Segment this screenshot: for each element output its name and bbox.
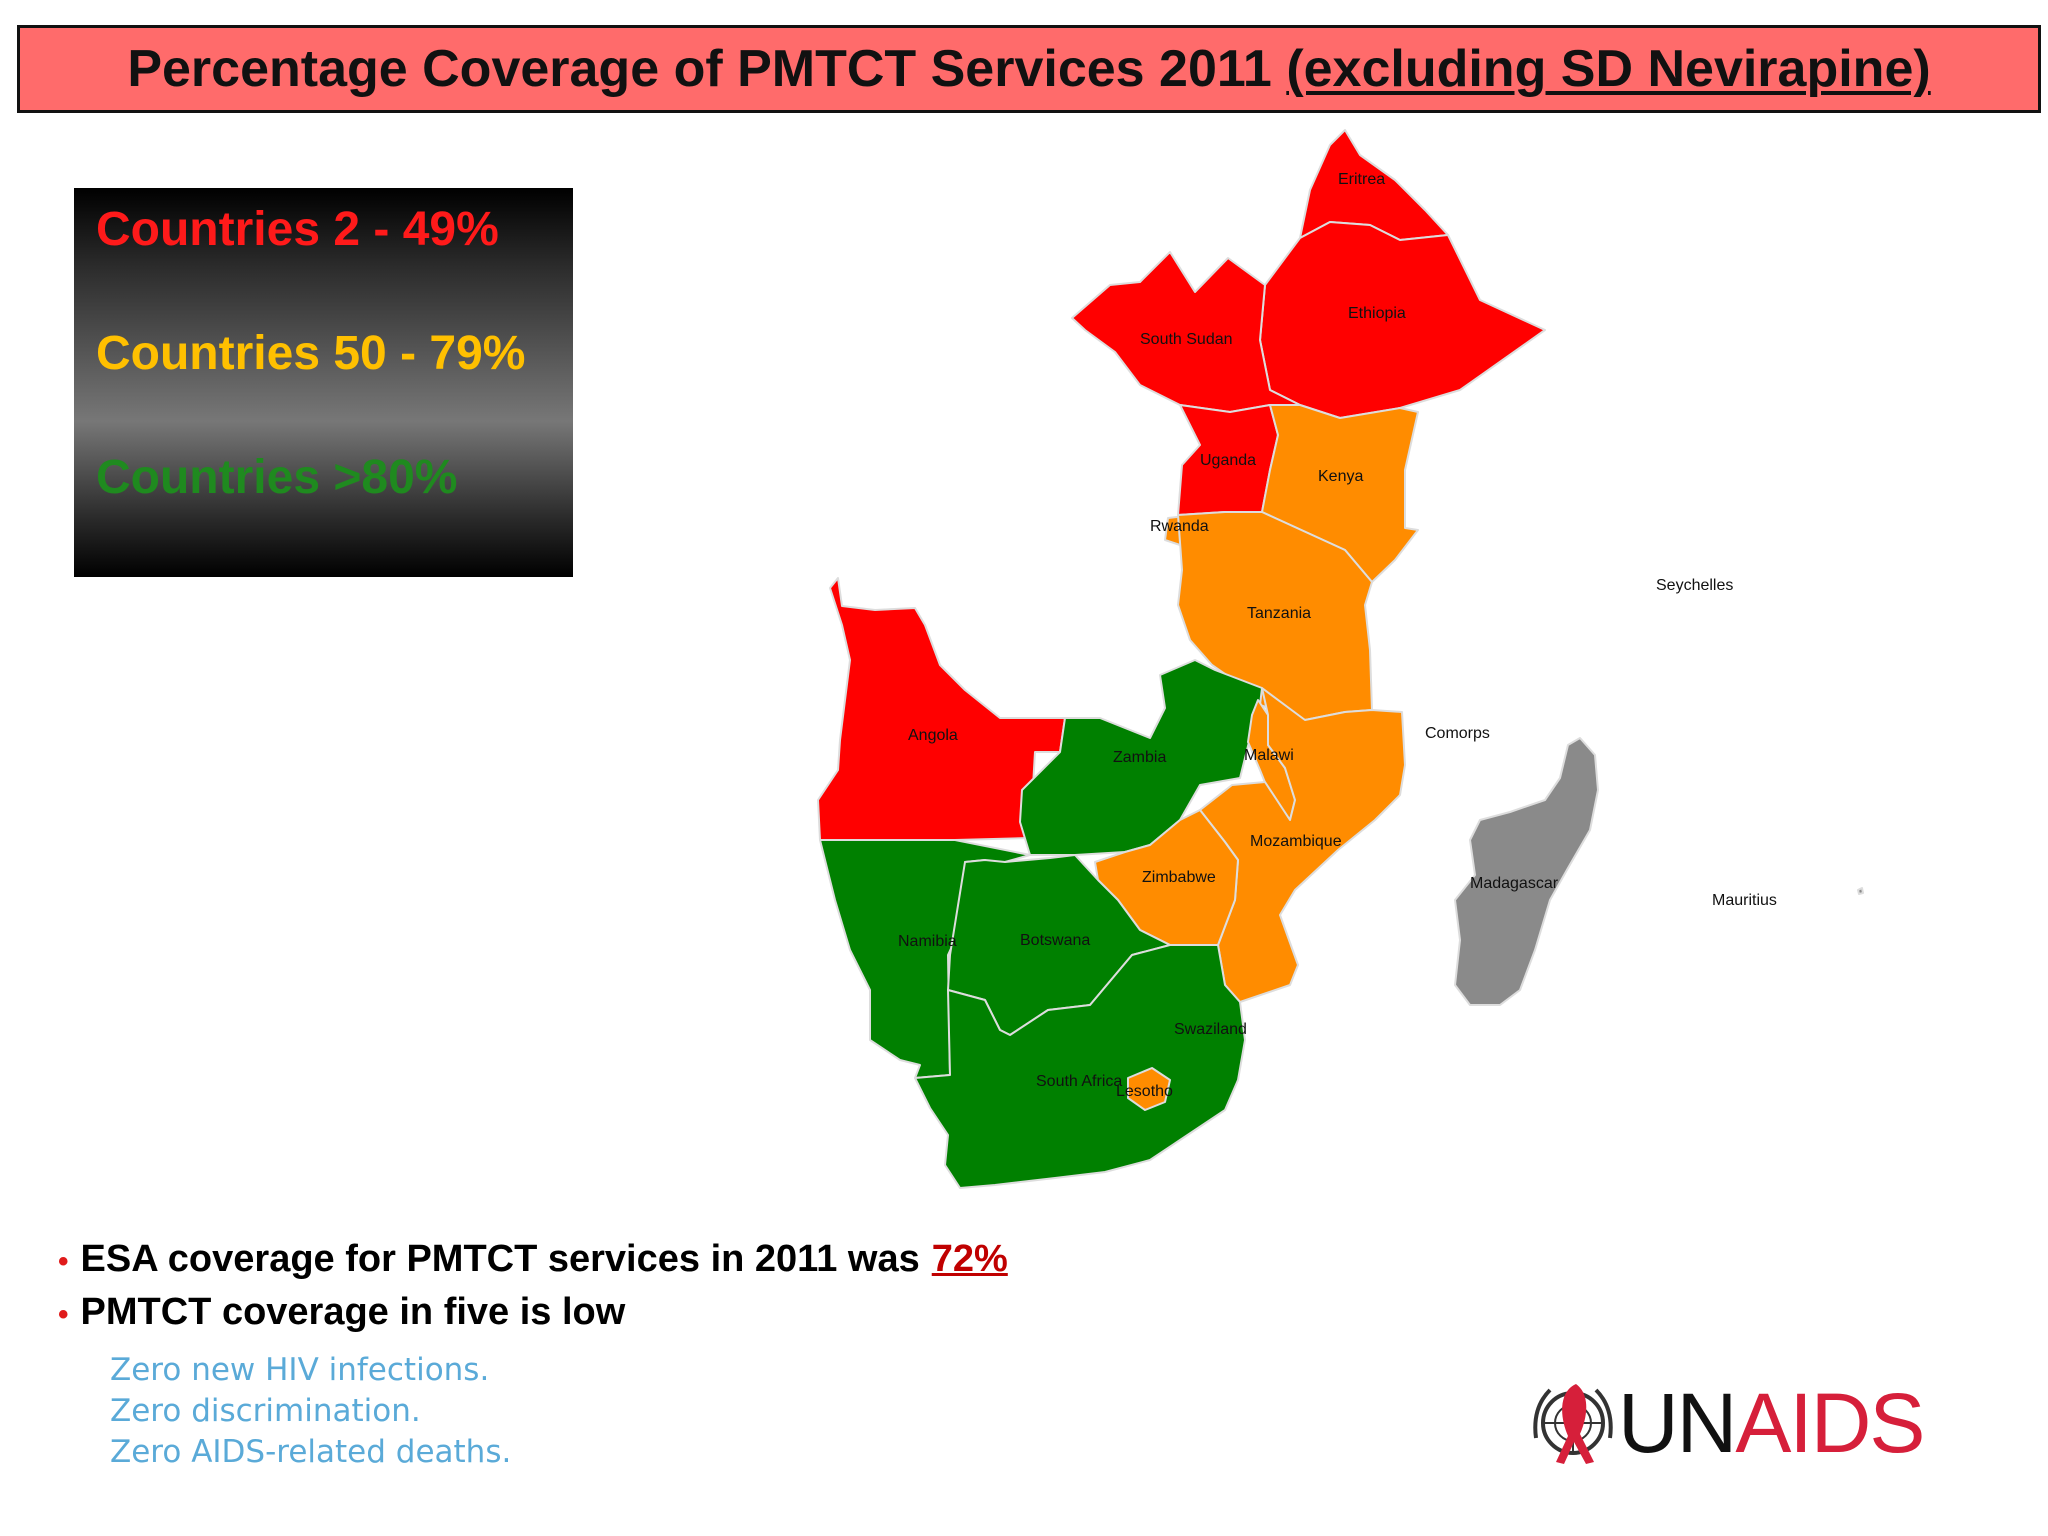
bullet-2: • PMTCT coverage in five is low	[58, 1291, 1008, 1344]
country-label-south-sudan: South Sudan	[1140, 331, 1233, 348]
country-label-zambia: Zambia	[1113, 749, 1166, 766]
bullet-list: • ESA coverage for PMTCT services in 201…	[58, 1238, 1008, 1344]
legend-item-high: Countries >80%	[96, 451, 458, 504]
country-kenya	[1261, 404, 1419, 583]
country-label-kenya: Kenya	[1318, 468, 1363, 485]
country-label-angola: Angola	[908, 727, 958, 744]
country-label-uganda: Uganda	[1200, 452, 1256, 469]
slogan-line-1: Zero new HIV infections.	[110, 1352, 490, 1388]
country-zambia	[1019, 659, 1263, 856]
country-label-namibia: Namibia	[898, 933, 957, 950]
slogan-line-3: Zero AIDS-related deaths.	[110, 1434, 512, 1470]
slide-title: Percentage Coverage of PMTCT Services 20…	[127, 39, 1930, 99]
country-madagascar	[1454, 737, 1599, 1006]
slogan: Zero new HIV infections. Zero discrimina…	[110, 1350, 511, 1473]
map-legend: Countries 2 - 49% Countries 50 - 79% Cou…	[74, 188, 573, 577]
logo-text: UNAIDS	[1618, 1381, 1925, 1465]
country-label-swaziland: Swaziland	[1174, 1021, 1247, 1038]
country-label-zimbabwe: Zimbabwe	[1142, 869, 1216, 886]
country-label-mauritius: Mauritius	[1712, 892, 1777, 909]
title-main: Percentage Coverage of PMTCT Services 20…	[127, 40, 1272, 98]
country-mauritius	[1857, 887, 1864, 895]
country-label-tanzania: Tanzania	[1247, 605, 1311, 622]
bullet-marker: •	[58, 1245, 69, 1278]
bullet-1: • ESA coverage for PMTCT services in 201…	[58, 1238, 1008, 1291]
country-label-ethiopia: Ethiopia	[1348, 305, 1406, 322]
unaids-logo: UNAIDS	[1528, 1378, 1925, 1468]
un-emblem-icon	[1533, 1384, 1613, 1464]
country-label-madagascar: Madagascar	[1470, 875, 1559, 892]
legend-item-medium: Countries 50 - 79%	[96, 327, 526, 380]
logo-prefix: UN	[1618, 1376, 1737, 1470]
title-underlined: (excluding SD Nevirapine)	[1286, 40, 1931, 98]
bullet-marker: •	[58, 1298, 69, 1331]
country-label-south-africa: South Africa	[1036, 1073, 1122, 1090]
country-label-eritrea: Eritrea	[1338, 171, 1385, 188]
logo-suffix: AIDS	[1735, 1376, 1925, 1470]
country-label-malawi: Malawi	[1244, 747, 1294, 764]
bullet-2-text: PMTCT coverage in five is low	[80, 1291, 626, 1333]
slogan-line-2: Zero discrimination.	[110, 1393, 421, 1429]
country-south-africa	[914, 944, 1246, 1189]
country-angola	[817, 577, 1066, 841]
country-label-seychelles: Seychelles	[1656, 577, 1733, 594]
country-label-mozambique: Mozambique	[1250, 833, 1342, 850]
country-label-botswana: Botswana	[1020, 932, 1090, 949]
title-banner: Percentage Coverage of PMTCT Services 20…	[17, 25, 2041, 113]
country-label-rwanda: Rwanda	[1150, 518, 1209, 535]
country-lesotho	[1127, 1067, 1171, 1111]
country-label-lesotho: Lesotho	[1116, 1083, 1173, 1100]
bullet-1-highlight: 72%	[931, 1238, 1008, 1280]
bullet-1-text: ESA coverage for PMTCT services in 2011 …	[80, 1238, 920, 1280]
country-label-comorps: Comorps	[1425, 725, 1490, 742]
legend-item-low: Countries 2 - 49%	[96, 203, 499, 256]
